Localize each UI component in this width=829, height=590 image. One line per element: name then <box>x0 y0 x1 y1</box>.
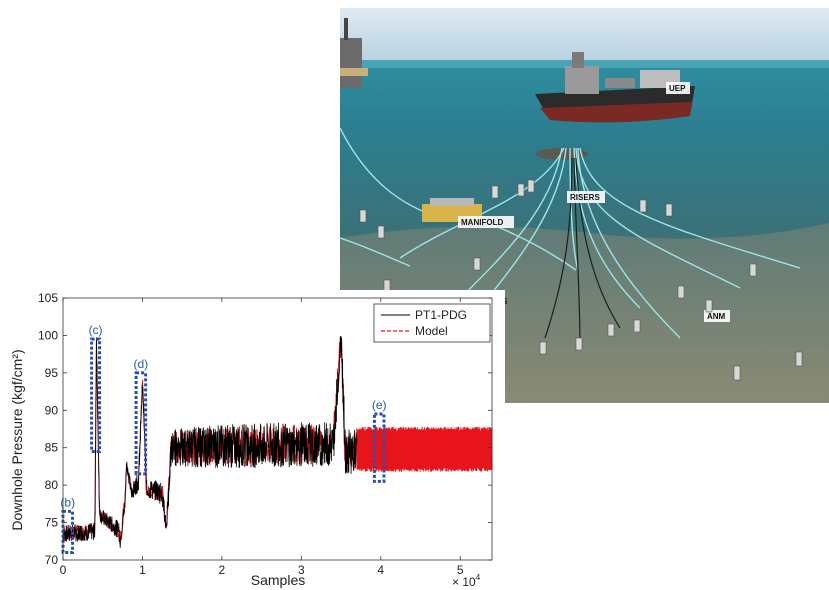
y-tick-label: 100 <box>38 328 58 342</box>
y-tick-label: 85 <box>45 441 59 455</box>
subsea-field-illustration: UEP MANIFOLD RISERS ANM S <box>340 8 829 403</box>
manifold-label: MANIFOLD <box>461 218 503 227</box>
x-tick-label: 3 <box>298 563 305 577</box>
y-axis-label: Downhole Pressure (kgf/cm²) <box>9 349 25 530</box>
sky <box>340 8 829 60</box>
x-tick-label: 1 <box>139 563 146 577</box>
y-tick-label: 90 <box>45 403 59 417</box>
annotation-label-2: (d) <box>134 357 149 371</box>
plot-frame <box>62 297 493 561</box>
partial-label: S <box>502 297 508 306</box>
y-tick-label: 75 <box>45 516 59 530</box>
x-axis-label: Samples <box>251 572 305 588</box>
x-tick-label: 4 <box>377 563 384 577</box>
annotation-boxes: (b) (c) (d) (e) <box>60 323 387 555</box>
wellhead-icons <box>359 179 803 381</box>
x-tick-label: 5 <box>457 563 464 577</box>
legend: PT1-PDG Model <box>373 303 491 343</box>
legend-pdg-label: PT1-PDG <box>415 308 467 322</box>
annotation-label-3: (e) <box>372 398 387 412</box>
y-tick-label: 80 <box>45 478 59 492</box>
downhole-pressure-chart: (b) (c) (d) (e) 0 1 2 3 4 5 70 75 80 85 90 95 100 105 PT… <box>0 290 505 590</box>
pt1-pdg-line <box>62 336 358 548</box>
platform-icon <box>340 18 368 88</box>
risers-label: RISERS <box>570 193 600 202</box>
legend-model-label: Model <box>415 324 448 338</box>
y-tick-label: 95 <box>45 366 59 380</box>
x-multiplier: × 104 <box>452 573 481 589</box>
black-risers <box>544 157 621 344</box>
y-tick-label: 70 <box>45 553 59 567</box>
fpso-ship-icon <box>535 52 695 123</box>
pdg-series <box>62 336 358 548</box>
uep-label: UEP <box>669 84 686 93</box>
annotation-box-2 <box>134 371 148 476</box>
anm-label: ANM <box>707 312 726 321</box>
annotation-label-1: (c) <box>89 323 103 337</box>
x-tick-label: 2 <box>219 563 226 577</box>
y-tick-label: 105 <box>38 291 58 305</box>
annotation-label-0: (b) <box>60 495 75 509</box>
axes: 0 1 2 3 4 5 70 75 80 85 90 95 100 105 <box>38 291 493 577</box>
annotation-box-3 <box>372 412 386 483</box>
x-tick-label: 0 <box>60 563 67 577</box>
